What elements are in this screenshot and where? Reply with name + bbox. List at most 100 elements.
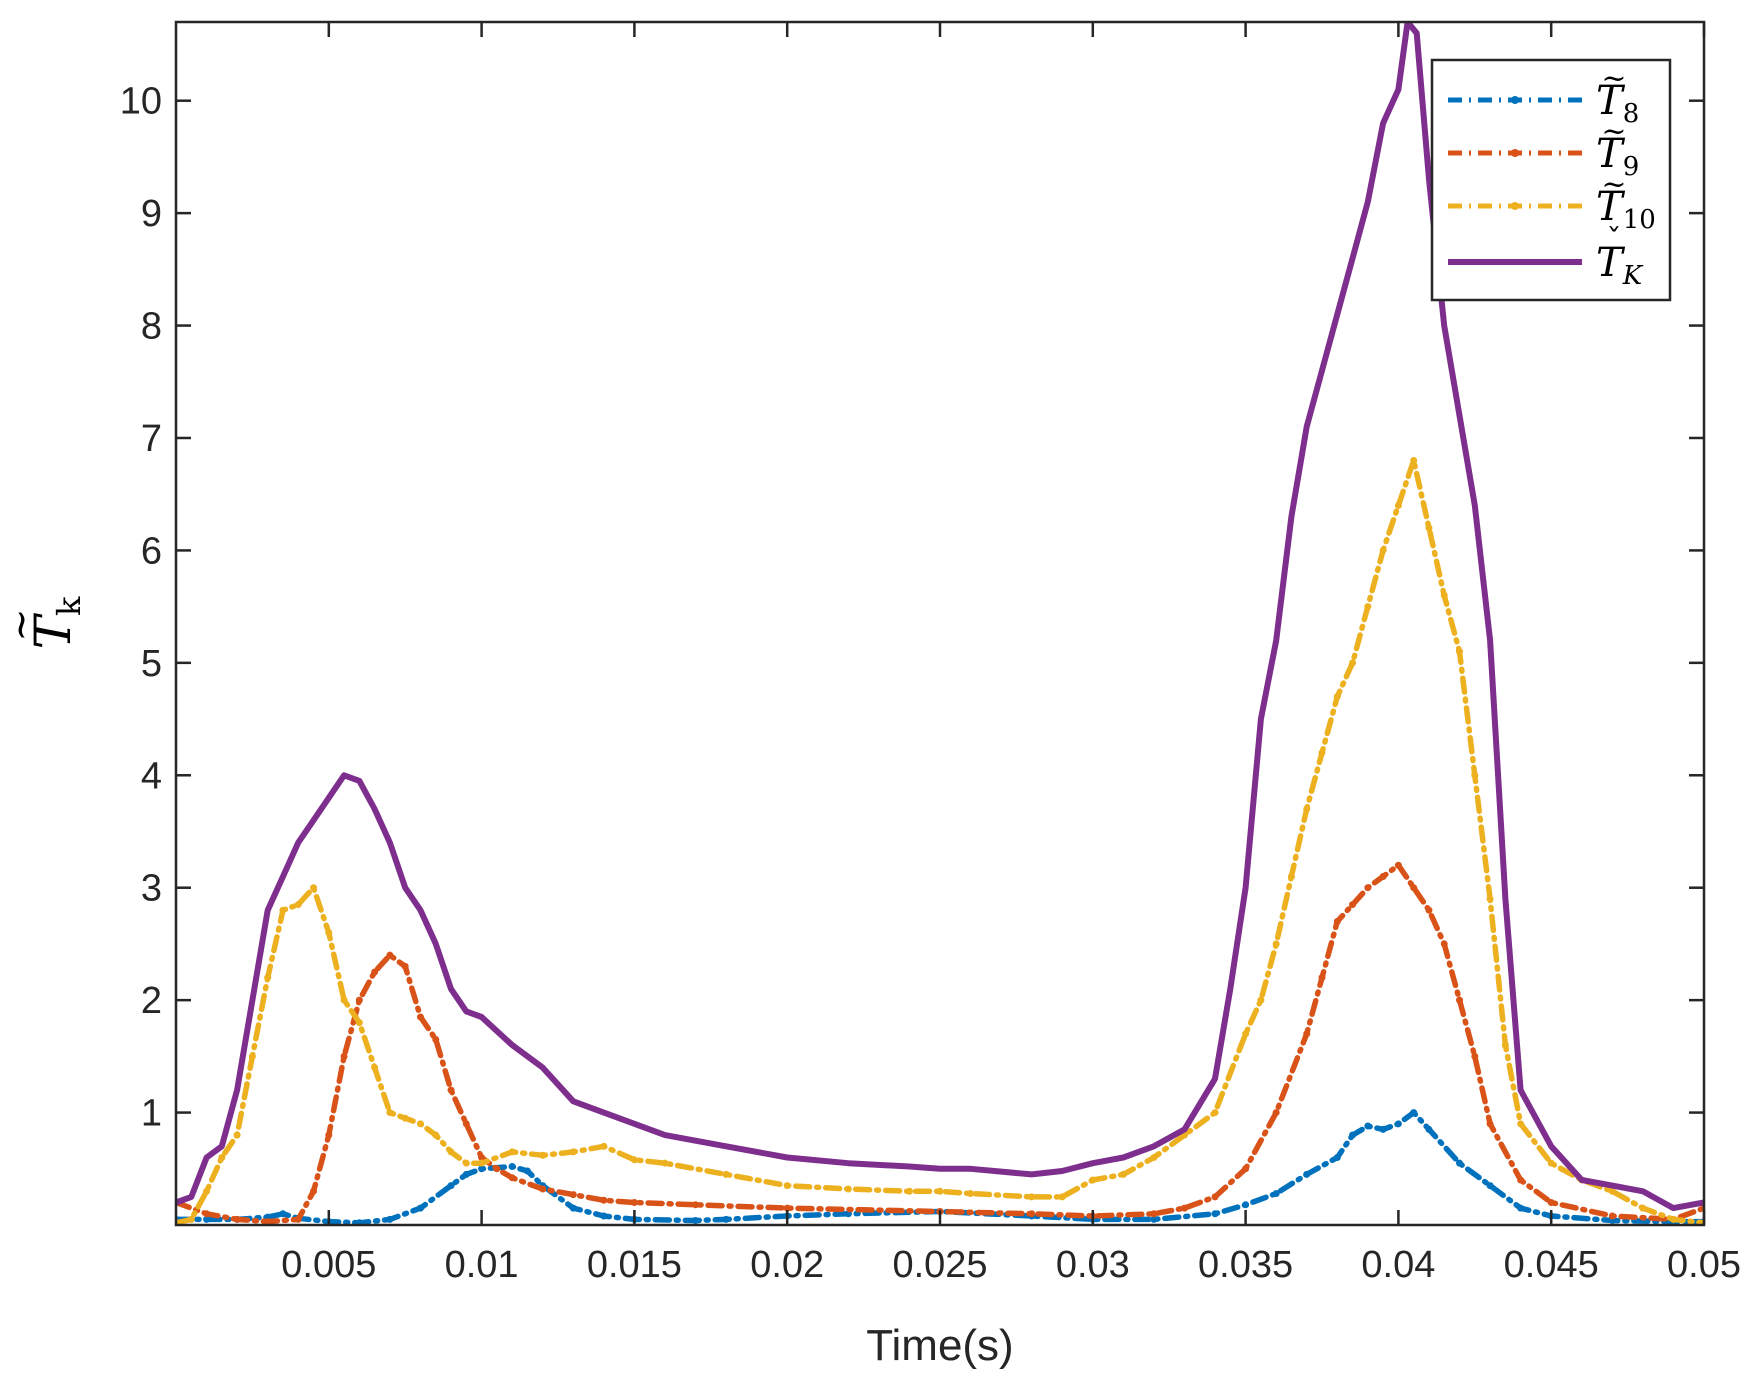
series-point-0 <box>692 1217 700 1225</box>
series-point-1 <box>386 951 394 959</box>
series-point-1 <box>1410 884 1418 892</box>
series-point-2 <box>1394 501 1402 509</box>
x-tick-label: 0.035 <box>1198 1244 1293 1286</box>
series-point-2 <box>1089 1176 1097 1184</box>
series-point-2 <box>1486 895 1494 903</box>
y-tick-label: 5 <box>141 643 162 685</box>
series-point-1 <box>783 1204 791 1212</box>
series-point-1 <box>1303 1030 1311 1038</box>
series-point-2 <box>294 901 302 909</box>
series-point-1 <box>203 1210 211 1218</box>
series-point-1 <box>692 1201 700 1209</box>
series-point-0 <box>1150 1215 1158 1223</box>
series-point-1 <box>416 1013 424 1021</box>
series-point-1 <box>1272 1109 1280 1117</box>
series-point-2 <box>1257 996 1265 1004</box>
series-point-0 <box>523 1167 531 1175</box>
series-point-2 <box>783 1182 791 1190</box>
legend-accent-2: ~ <box>1601 167 1626 202</box>
series-point-1 <box>310 1187 318 1195</box>
x-tick-label: 0.05 <box>1667 1244 1741 1286</box>
svg-text:Tk: Tk <box>24 596 88 649</box>
series-point-1 <box>539 1185 547 1193</box>
series-point-2 <box>1318 749 1326 757</box>
x-tick-label: 0.045 <box>1504 1244 1599 1286</box>
series-point-2 <box>218 1154 226 1162</box>
series-point-2 <box>1150 1154 1158 1162</box>
y-tick-label: 1 <box>141 1093 162 1135</box>
series-point-2 <box>386 1109 394 1117</box>
series-point-2 <box>1211 1109 1219 1117</box>
series-point-1 <box>1150 1210 1158 1218</box>
y-tick-label: 8 <box>141 306 162 348</box>
series-point-0 <box>1364 1122 1372 1130</box>
series-point-2 <box>1242 1030 1250 1038</box>
series-point-2 <box>1058 1193 1066 1201</box>
series-point-2 <box>416 1120 424 1128</box>
series-point-2 <box>355 1019 363 1027</box>
x-tick-label: 0.03 <box>1056 1244 1130 1286</box>
legend-label-1: T9 <box>1596 131 1639 182</box>
series-point-0 <box>1349 1131 1357 1139</box>
series-point-2 <box>1364 603 1372 611</box>
series-point-2 <box>462 1159 470 1167</box>
tick-layer: 0.005 0.01 0.015 0.02 0.025 0.03 0.035 0.04 0.04… <box>120 22 1741 1286</box>
series-point-1 <box>1180 1204 1188 1212</box>
series-point-2 <box>661 1159 669 1167</box>
y-tick-label: 10 <box>120 81 162 123</box>
legend-label-2: T10 <box>1596 184 1656 235</box>
series-point-2 <box>310 884 318 892</box>
series-point-2 <box>371 1064 379 1072</box>
y-tick-label: 4 <box>141 755 162 797</box>
series-point-0 <box>1410 1109 1418 1117</box>
series-point-1 <box>1349 901 1357 909</box>
series-point-2 <box>325 929 333 937</box>
series-point-1 <box>371 968 379 976</box>
legend-accent-3: ˇ <box>1607 223 1622 258</box>
series-point-1 <box>1486 1120 1494 1128</box>
series-point-2 <box>478 1159 486 1167</box>
series-point-2 <box>1471 771 1479 779</box>
series-point-0 <box>600 1212 608 1220</box>
series-point-0 <box>1425 1125 1433 1133</box>
series-point-0 <box>1303 1170 1311 1178</box>
series-point-1 <box>493 1165 501 1173</box>
series-point-1 <box>1242 1165 1250 1173</box>
series-point-1 <box>1471 1052 1479 1060</box>
series-point-2 <box>1333 693 1341 701</box>
series-point-2 <box>1440 591 1448 599</box>
series-point-2 <box>600 1142 608 1150</box>
series-point-1 <box>508 1174 516 1182</box>
series-point-2 <box>264 974 272 982</box>
series-point-2 <box>233 1131 241 1139</box>
series-point-2 <box>905 1187 913 1195</box>
series-point-0 <box>1272 1190 1280 1198</box>
y-tick-label: 2 <box>141 980 162 1022</box>
series-point-0 <box>1517 1204 1525 1212</box>
series-point-0 <box>462 1170 470 1178</box>
series-point-0 <box>386 1215 394 1223</box>
x-tick-label: 0.015 <box>587 1244 682 1286</box>
series-point-1 <box>600 1196 608 1204</box>
x-tick-label: 0.025 <box>892 1244 987 1286</box>
legend-marker-2 <box>1511 202 1519 210</box>
series-point-2 <box>1349 659 1357 667</box>
series-point-1 <box>233 1215 241 1223</box>
y-axis-title-base: T <box>24 612 82 649</box>
series-point-2 <box>1410 456 1418 464</box>
series-point-0 <box>355 1219 363 1225</box>
series-point-2 <box>1547 1159 1555 1167</box>
y-axis-title-accent: ~ <box>0 608 44 642</box>
series-point-1 <box>1028 1210 1036 1218</box>
series-point-2 <box>1639 1204 1647 1212</box>
series-point-2 <box>203 1187 211 1195</box>
series-point-2 <box>722 1170 730 1178</box>
series-point-2 <box>1608 1187 1616 1195</box>
series-point-0 <box>447 1182 455 1190</box>
series-point-1 <box>264 1218 272 1225</box>
x-tick-label: 0.005 <box>281 1244 376 1286</box>
series-point-2 <box>1501 1041 1509 1049</box>
series-point-2 <box>1028 1193 1036 1201</box>
series-point-0 <box>1242 1201 1250 1209</box>
